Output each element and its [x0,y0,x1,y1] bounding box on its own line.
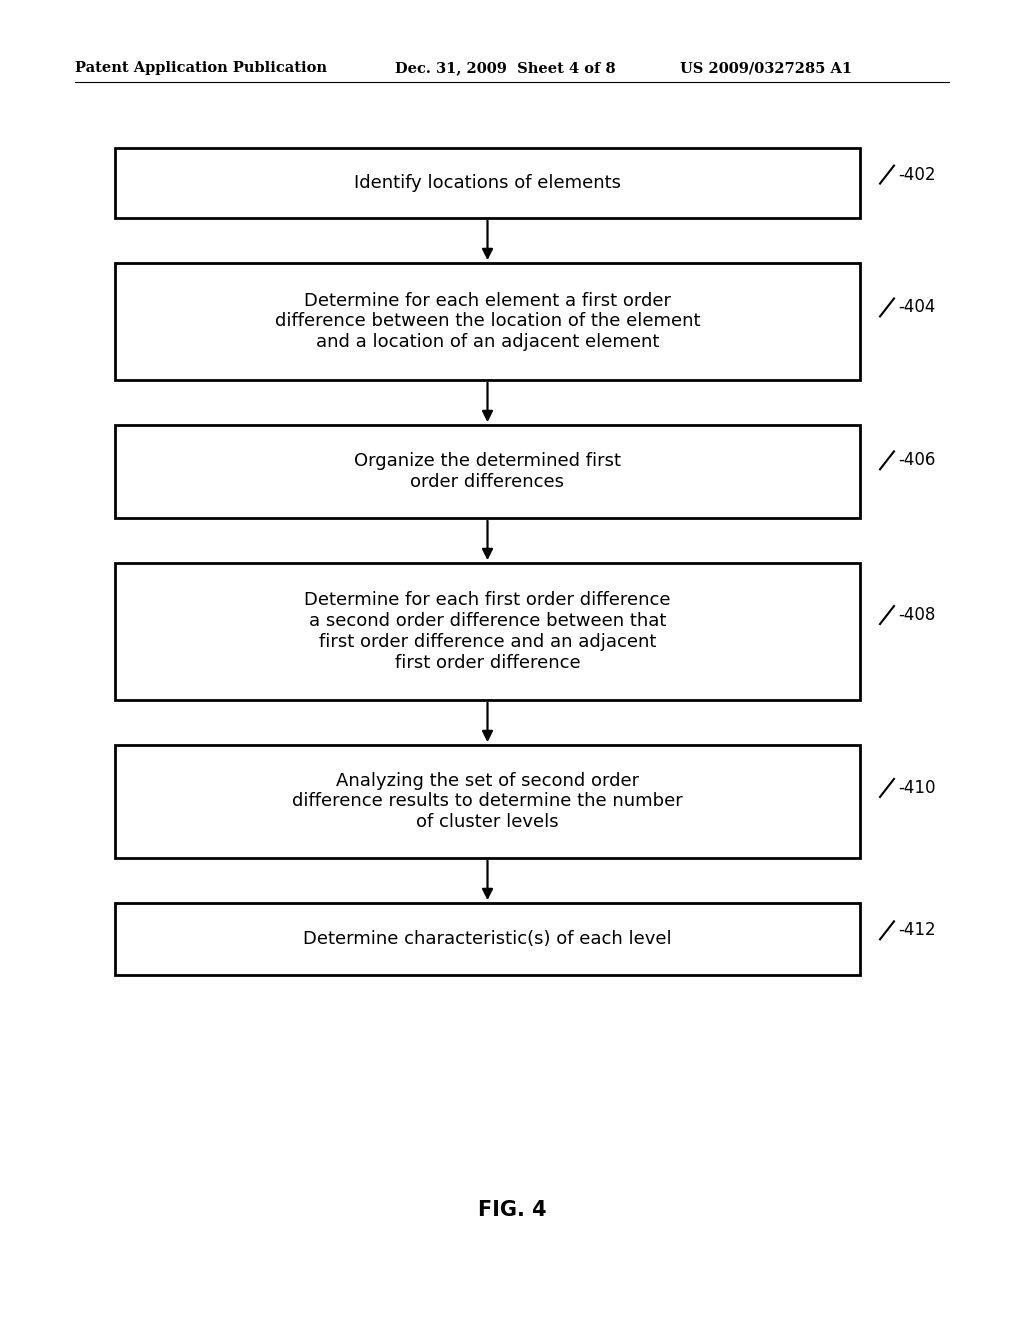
Text: -412: -412 [898,921,936,940]
Bar [115,425,860,517]
Bar [115,564,860,700]
Bar [115,744,860,858]
Text: -402: -402 [898,165,936,183]
Text: Identify locations of elements: Identify locations of elements [354,174,621,191]
Text: Analyzing the set of second order
difference results to determine the number
of : Analyzing the set of second order differ… [292,772,683,832]
Bar [115,903,860,975]
Text: FIG. 4: FIG. 4 [477,1200,547,1220]
Text: Determine for each element a first order
difference between the location of the : Determine for each element a first order… [274,292,700,351]
Text: US 2009/0327285 A1: US 2009/0327285 A1 [680,61,852,75]
Text: -410: -410 [898,779,936,797]
Bar [115,263,860,380]
Text: Dec. 31, 2009  Sheet 4 of 8: Dec. 31, 2009 Sheet 4 of 8 [395,61,615,75]
Text: Patent Application Publication: Patent Application Publication [75,61,327,75]
Text: -404: -404 [898,298,935,317]
Bar [115,148,860,218]
Text: -408: -408 [898,606,935,624]
Text: -406: -406 [898,451,935,470]
Text: Determine characteristic(s) of each level: Determine characteristic(s) of each leve… [303,931,672,948]
Text: Organize the determined first
order differences: Organize the determined first order diff… [354,451,621,491]
Text: Determine for each first order difference
a second order difference between that: Determine for each first order differenc… [304,591,671,672]
